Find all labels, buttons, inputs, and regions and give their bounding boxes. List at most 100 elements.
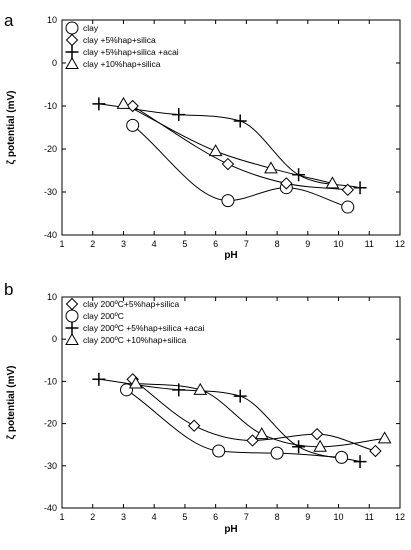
x-tick-label: 6 <box>213 239 218 249</box>
data-point-circle <box>341 200 355 214</box>
x-tick-label: 10 <box>334 512 344 522</box>
y-tick-label: -20 <box>44 144 57 154</box>
data-point-plus <box>92 372 106 386</box>
data-point-triangle <box>208 144 223 157</box>
x-tick-label: 7 <box>244 239 249 249</box>
data-point-triangle <box>128 376 143 389</box>
x-tick-label: 3 <box>121 512 126 522</box>
series-curve <box>98 103 361 189</box>
data-point-circle <box>126 118 140 132</box>
data-point-circle <box>335 450 349 464</box>
series-points-diamond <box>126 373 382 458</box>
x-tick-label: 4 <box>152 239 157 249</box>
series-points-triangle <box>116 96 340 189</box>
data-point-triangle <box>193 382 208 395</box>
legend-label: clay +10%hap+silica <box>83 59 161 69</box>
series-points-triangle <box>128 376 392 452</box>
x-axis-label: pH <box>224 524 237 535</box>
y-tick-label: 0 <box>52 334 57 344</box>
y-tick-label: 10 <box>47 15 57 25</box>
x-tick-label: 11 <box>365 239 374 249</box>
data-point-plus <box>172 108 186 122</box>
data-point-triangle <box>325 176 340 189</box>
y-tick-label: -40 <box>44 230 57 240</box>
data-point-diamond <box>341 183 354 197</box>
x-tick-label: 9 <box>305 239 310 249</box>
data-point-circle <box>212 444 226 458</box>
legend-label: clay 200ºC +10%hap+silica <box>83 335 187 345</box>
panel-label: b <box>4 280 13 299</box>
x-tick-label: 1 <box>59 239 64 249</box>
legend-marker-circle <box>65 309 79 323</box>
series-diamond <box>132 105 348 191</box>
y-tick-label: 10 <box>47 292 57 302</box>
data-point-plus <box>172 383 186 397</box>
series-points-plus <box>92 372 367 469</box>
plot-frame <box>61 296 401 509</box>
series-curve <box>126 389 342 458</box>
legend-label: clay +5%hap+silica <box>83 35 156 45</box>
y-tick-label: -20 <box>44 419 57 429</box>
legend-marker-triangle <box>65 332 79 345</box>
data-point-plus <box>92 97 106 111</box>
y-tick-label: -30 <box>44 461 57 471</box>
data-point-diamond <box>221 157 235 171</box>
data-point-circle <box>221 194 235 208</box>
x-tick-label: 11 <box>365 512 374 522</box>
x-tick-label: 2 <box>90 239 95 249</box>
legend-marker-circle <box>65 21 79 35</box>
x-tick-label: 7 <box>244 512 249 522</box>
x-tick-label: 1 <box>59 512 64 522</box>
data-point-plus <box>292 168 306 182</box>
series-circle <box>126 389 342 458</box>
legend-marker-diamond <box>65 297 79 311</box>
legend-label: clay 200ºC+5%hap+silica <box>83 299 179 309</box>
y-axis-label: ζ potential (mV) <box>6 365 17 439</box>
data-point-triangle <box>313 439 327 452</box>
legend-label: clay 200ºC <box>83 311 124 321</box>
legend-marker-plus <box>65 321 79 335</box>
x-tick-label: 9 <box>305 512 310 522</box>
legend: clay clay +5%hap+silica clay +5%hap+silica… <box>65 21 179 69</box>
x-tick-label: 3 <box>121 239 126 249</box>
y-tick-label: -40 <box>44 503 57 513</box>
data-point-circle <box>270 446 284 460</box>
y-tick-label: -30 <box>44 187 57 197</box>
series-curve <box>123 103 333 184</box>
plot-frame <box>61 19 401 236</box>
legend-marker-triangle <box>65 56 79 69</box>
series-plus <box>98 103 361 189</box>
y-tick-label: -10 <box>44 376 57 386</box>
x-tick-label: 5 <box>182 239 187 249</box>
data-point-triangle <box>116 96 131 109</box>
series-curve <box>132 124 348 208</box>
data-point-diamond <box>369 444 382 458</box>
data-point-plus <box>353 181 367 195</box>
y-tick-label: -10 <box>44 101 57 111</box>
y-axis-label: ζ potential (mV) <box>6 90 17 164</box>
legend-marker-plus <box>65 45 79 59</box>
series-circle <box>132 124 348 208</box>
legend-marker-diamond <box>65 33 79 47</box>
x-tick-label: 2 <box>90 512 95 522</box>
data-point-diamond <box>187 419 201 432</box>
data-point-triangle <box>264 161 278 174</box>
x-tick-label: 10 <box>334 239 344 249</box>
x-tick-label: 8 <box>275 512 280 522</box>
legend-label: clay <box>83 23 99 33</box>
data-point-plus <box>353 455 367 469</box>
x-axis-label: pH <box>224 250 237 261</box>
data-point-plus <box>233 389 247 403</box>
data-point-triangle <box>254 427 269 440</box>
legend: clay 200ºC+5%hap+silica clay 200ºC clay 20… <box>65 297 205 345</box>
x-tick-label: 12 <box>395 512 405 522</box>
legend-label: clay +5%hap+silica +acai <box>83 47 179 57</box>
panel-label: a <box>4 11 14 30</box>
data-point-diamond <box>280 177 293 190</box>
data-point-triangle <box>377 431 392 444</box>
data-point-plus <box>292 440 306 454</box>
series-triangle <box>123 103 333 184</box>
legend-label: clay 200ºC +5%hap+silica +acai <box>83 323 205 333</box>
